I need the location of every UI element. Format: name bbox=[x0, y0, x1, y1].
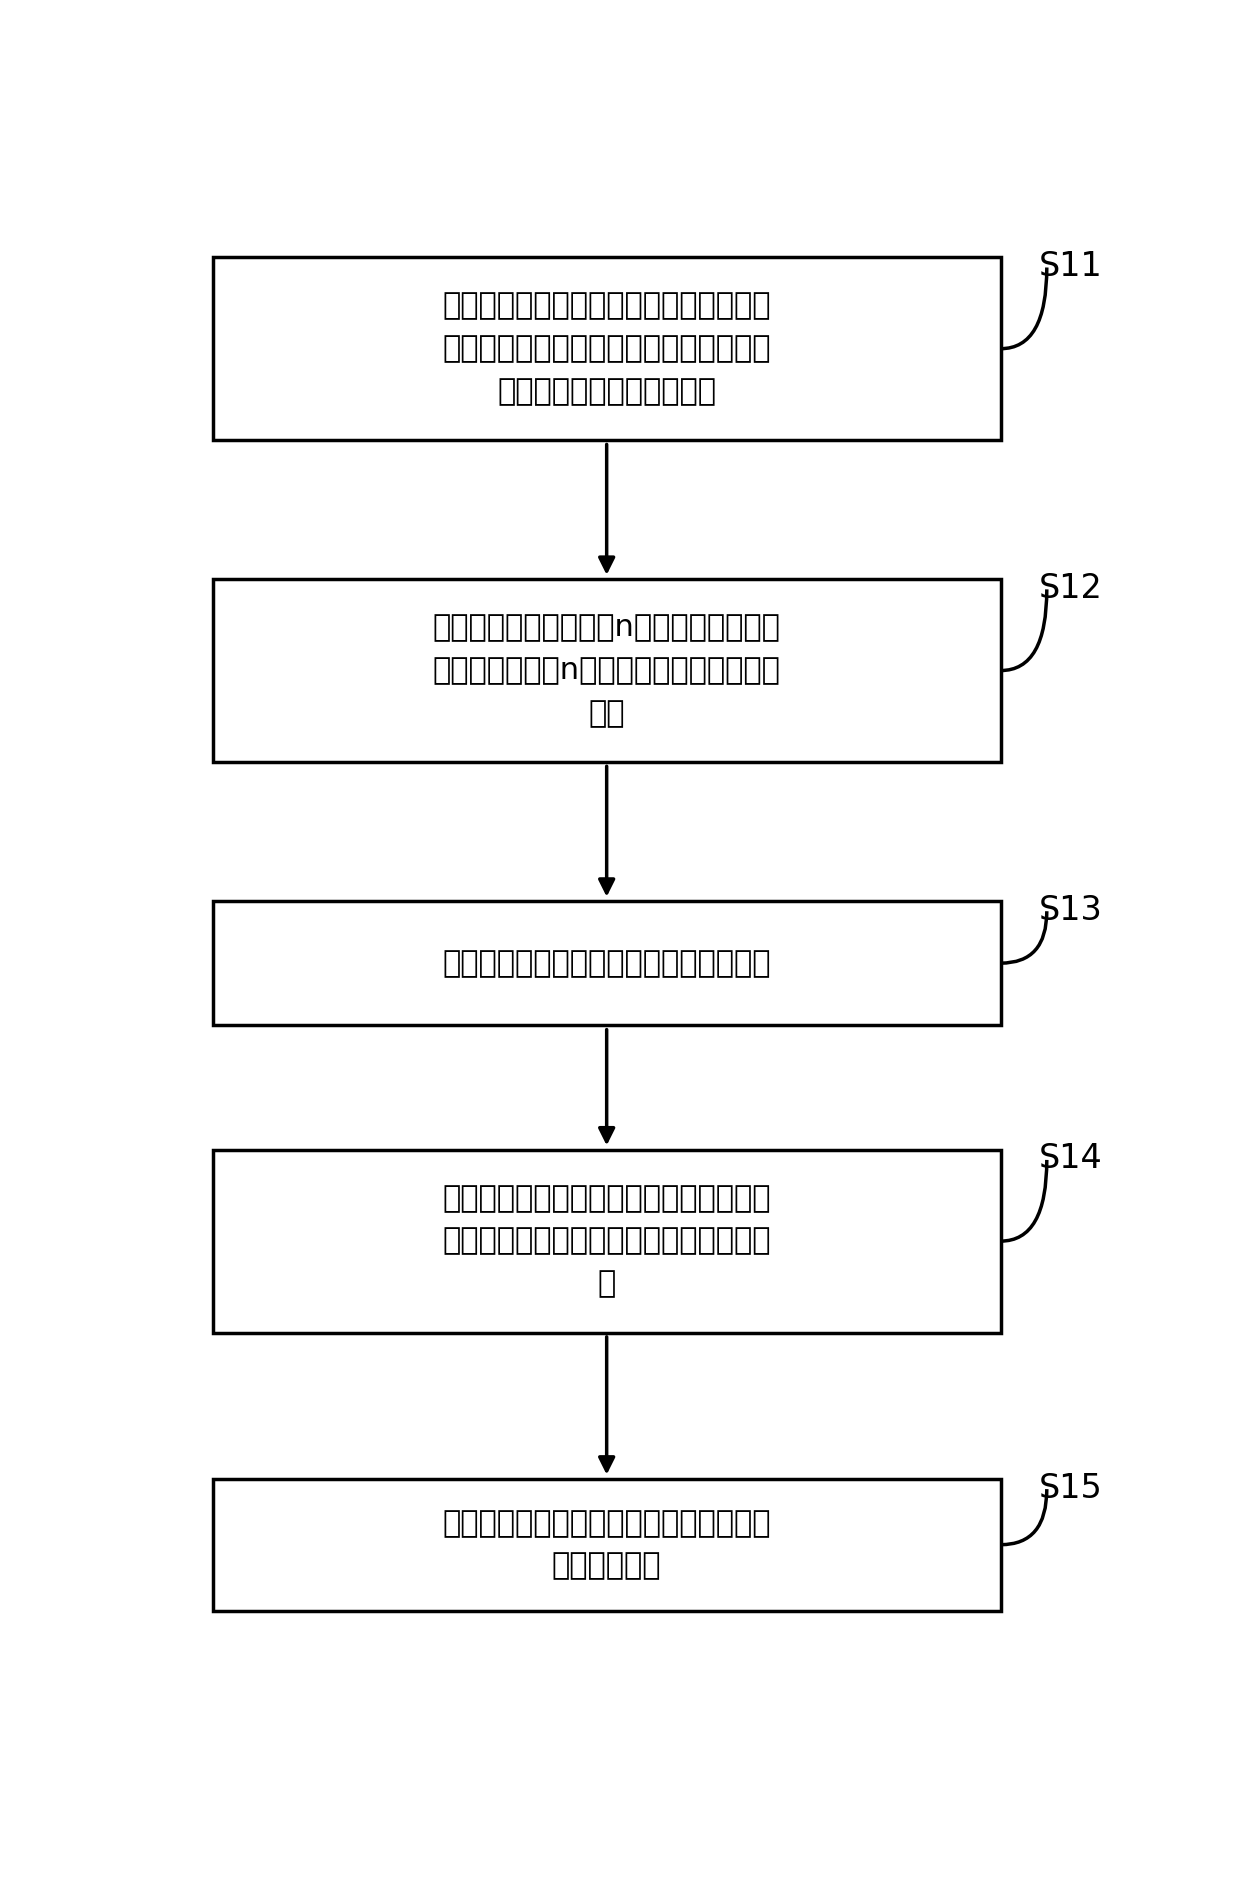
Text: 根据所述节点阻抗矩阵计算出多馈入直流
相互作用因子: 根据所述节点阻抗矩阵计算出多馈入直流 相互作用因子 bbox=[443, 1509, 771, 1581]
FancyBboxPatch shape bbox=[213, 256, 1001, 441]
FancyBboxPatch shape bbox=[213, 901, 1001, 1026]
FancyBboxPatch shape bbox=[213, 1150, 1001, 1332]
Text: S12: S12 bbox=[1039, 572, 1104, 604]
FancyBboxPatch shape bbox=[213, 580, 1001, 762]
Text: 根据所述动态特性等效导纳矩阵修正所述
原交流节点导纳矩阵，并获取节点阻抗矩
阵: 根据所述动态特性等效导纳矩阵修正所述 原交流节点导纳矩阵，并获取节点阻抗矩 阵 bbox=[443, 1184, 771, 1298]
Text: S11: S11 bbox=[1039, 251, 1102, 283]
Text: 根据直流定功率定熄弧角控制模式下电网
系统各个换流站的运行状态，获取各个所
述换流站所对应的等效导纳: 根据直流定功率定熄弧角控制模式下电网 系统各个换流站的运行状态，获取各个所 述换… bbox=[443, 291, 771, 407]
FancyBboxPatch shape bbox=[213, 1478, 1001, 1611]
Text: S14: S14 bbox=[1039, 1142, 1102, 1176]
Text: S15: S15 bbox=[1039, 1472, 1102, 1505]
Text: 根据所述等效导纳获取n阶动态特性等效导
纳矩阵；其中，n为所述电网系统的交流节
点数: 根据所述等效导纳获取n阶动态特性等效导 纳矩阵；其中，n为所述电网系统的交流节 … bbox=[433, 614, 781, 728]
Text: S13: S13 bbox=[1039, 893, 1102, 927]
Text: 获取所述电网系统的原交流节点导纳矩阵: 获取所述电网系统的原交流节点导纳矩阵 bbox=[443, 948, 771, 978]
